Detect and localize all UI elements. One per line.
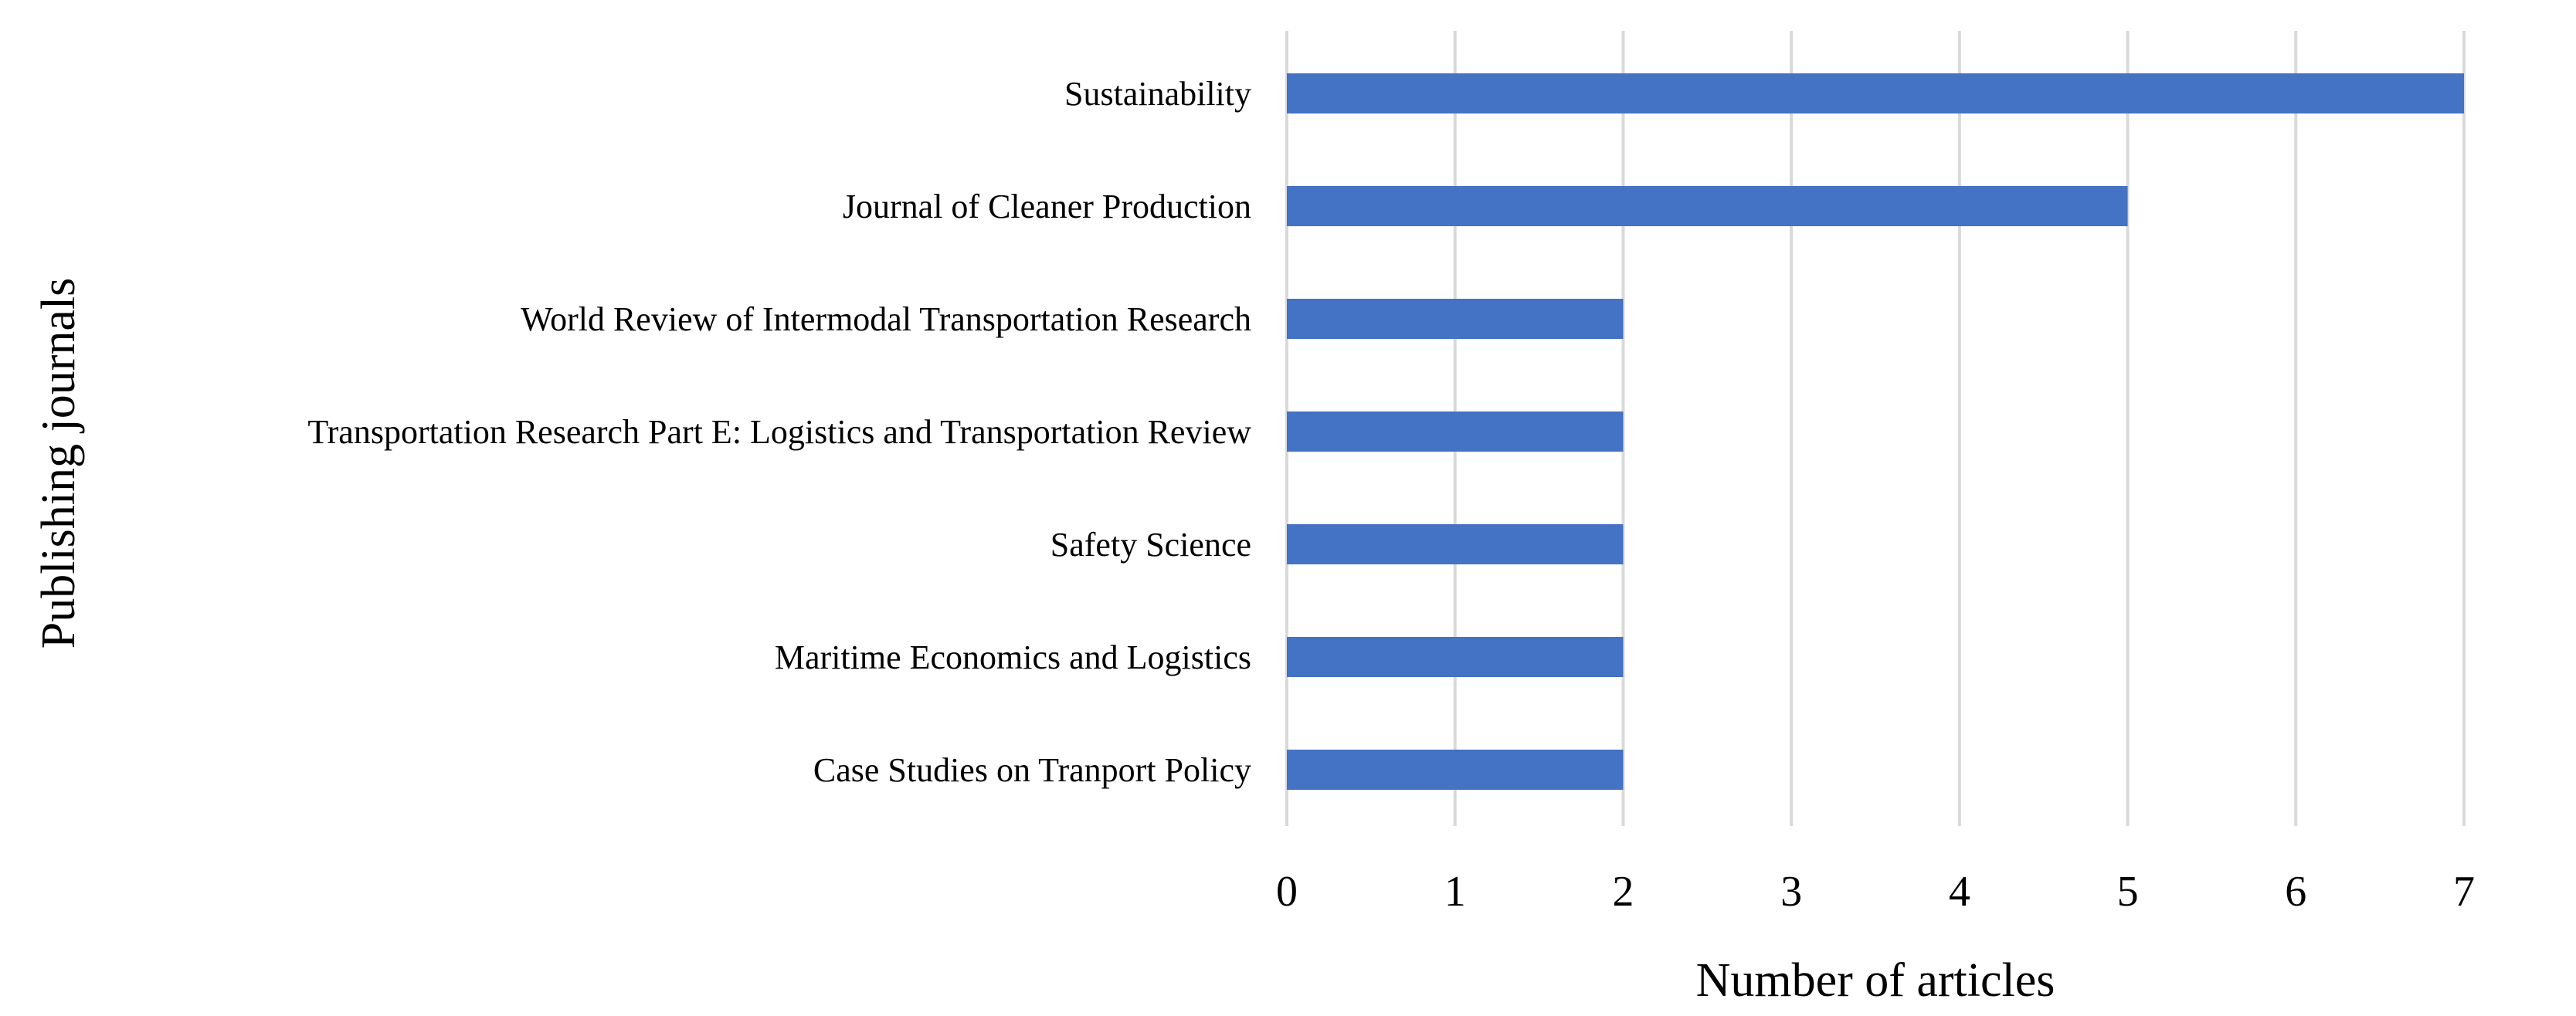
x-tick-label-3: 3: [1780, 868, 1802, 916]
category-labels: Sustainability Journal of Cleaner Product…: [307, 75, 1251, 789]
x-tick-label-2: 2: [1612, 868, 1634, 916]
x-tick-label-4: 4: [1949, 868, 1970, 916]
bar-2: [1287, 186, 2128, 226]
bar-1: [1287, 73, 2464, 113]
bar-4: [1287, 411, 1624, 452]
category-label-5: Safety Science: [1050, 526, 1251, 564]
x-axis-title: Number of articles: [1696, 954, 2055, 1007]
bar-5: [1287, 524, 1624, 564]
category-label-2: Journal of Cleaner Production: [843, 188, 1251, 225]
x-tick-label-7: 7: [2453, 868, 2475, 916]
category-label-6: Maritime Economics and Logistics: [775, 638, 1251, 676]
bars: [1287, 73, 2464, 790]
x-tick-label-0: 0: [1276, 868, 1298, 916]
bar-7: [1287, 750, 1624, 790]
x-tick-label-6: 6: [2285, 868, 2306, 916]
x-tick-label-5: 5: [2117, 868, 2139, 916]
x-tick-label-1: 1: [1444, 868, 1466, 916]
category-label-4: Transportation Research Part E: Logistic…: [307, 413, 1251, 451]
category-label-7: Case Studies on Tranport Policy: [813, 751, 1251, 789]
category-label-1: Sustainability: [1064, 75, 1251, 113]
category-label-3: World Review of Intermodal Transportatio…: [521, 300, 1251, 338]
x-tick-labels: 0 1 2 3 4 5 6 7: [1276, 868, 2475, 916]
bar-3: [1287, 299, 1624, 339]
bar-6: [1287, 637, 1624, 677]
y-axis-title: Publishing journals: [32, 278, 85, 649]
